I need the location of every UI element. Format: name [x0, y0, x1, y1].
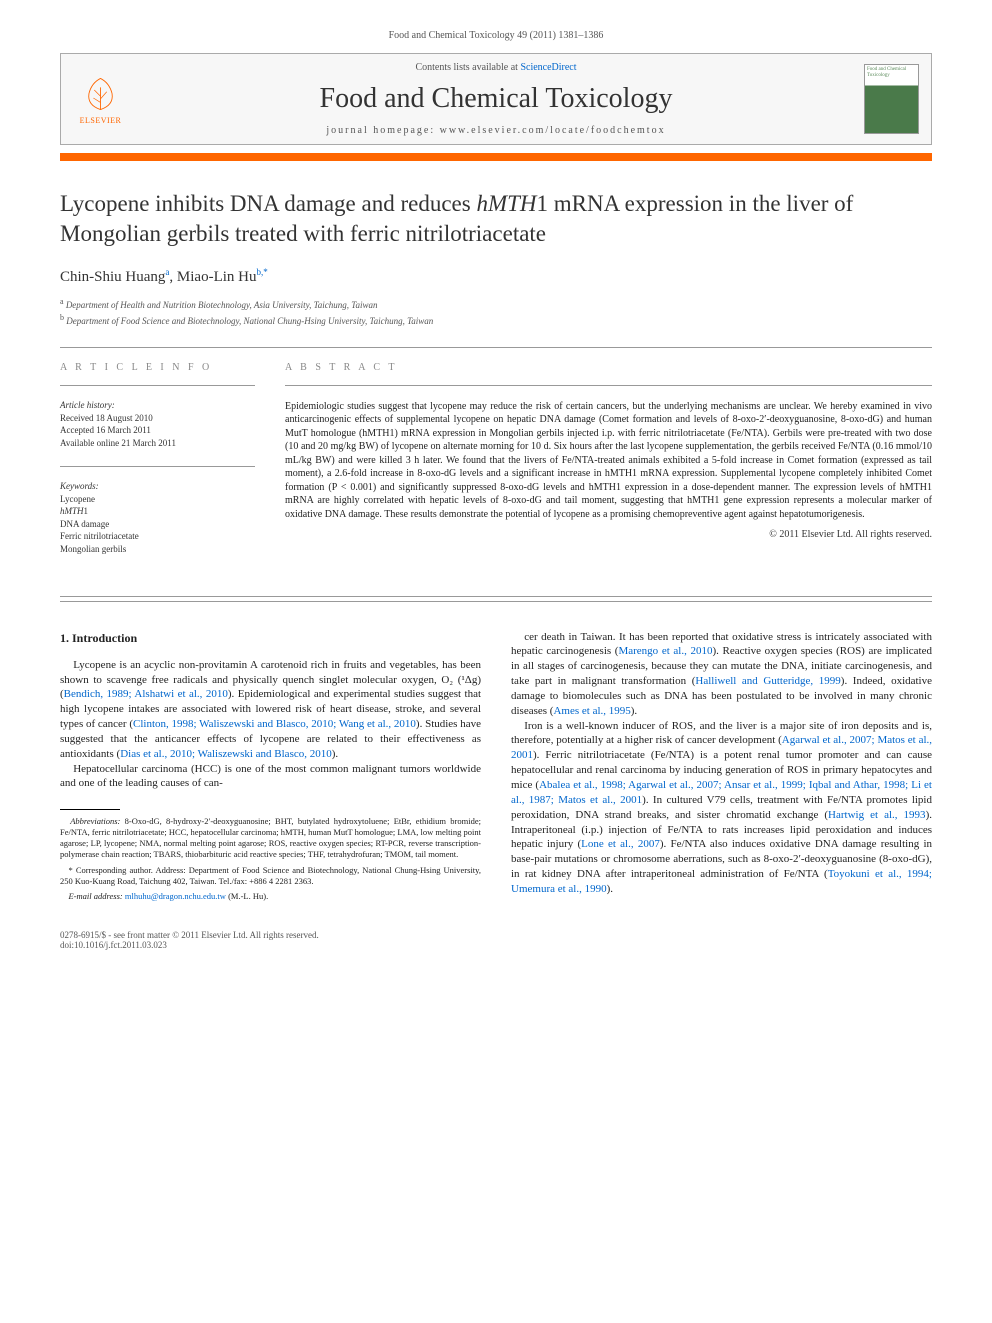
cover-title: Food and Chemical Toxicology — [867, 67, 916, 78]
article-info-col: A R T I C L E I N F O Article history: R… — [60, 362, 255, 572]
journal-cover-thumb: Food and Chemical Toxicology — [864, 64, 919, 134]
abstract-rule — [285, 385, 932, 386]
abbrev-footnote: Abbreviations: 8-Oxo-dG, 8-hydroxy-2′-de… — [60, 816, 481, 860]
keyword: Mongolian gerbils — [60, 543, 255, 556]
journal-name: Food and Chemical Toxicology — [128, 83, 864, 115]
contents-line: Contents lists available at ScienceDirec… — [128, 62, 864, 73]
abstract-text: Epidemiologic studies suggest that lycop… — [285, 400, 932, 522]
abbrev-text: 8-Oxo-dG, 8-hydroxy-2′-deoxyguanosine; B… — [60, 816, 481, 859]
header-center: Contents lists available at ScienceDirec… — [128, 62, 864, 136]
history-list: Received 18 August 2010Accepted 16 March… — [60, 412, 255, 450]
history-head: Article history: — [60, 400, 255, 410]
sciencedirect-link[interactable]: ScienceDirect — [520, 62, 576, 73]
footnotes: Abbreviations: 8-Oxo-dG, 8-hydroxy-2′-de… — [60, 816, 481, 901]
email-suffix: (M.-L. Hu). — [226, 891, 268, 901]
citation-line: Food and Chemical Toxicology 49 (2011) 1… — [60, 30, 932, 41]
footnote-rule — [60, 809, 120, 810]
affiliations: a Department of Health and Nutrition Bio… — [60, 296, 932, 329]
keyword: hMTH1 — [60, 505, 255, 518]
page-footer: 0278-6915/$ - see front matter © 2011 El… — [60, 930, 932, 950]
body-paragraph: Hepatocellular carcinoma (HCC) is one of… — [60, 762, 481, 792]
keyword: Ferric nitrilotriacetate — [60, 530, 255, 543]
keywords-head: Keywords: — [60, 481, 255, 491]
publisher-label: ELSEVIER — [80, 116, 122, 125]
abstract-col: A B S T R A C T Epidemiologic studies su… — [285, 362, 932, 572]
title-part1: Lycopene inhibits DNA damage and reduces — [60, 191, 476, 216]
body-left-col: 1. Introduction Lycopene is an acyclic n… — [60, 630, 481, 906]
body-paragraph: cer death in Taiwan. It has been reporte… — [511, 630, 932, 719]
section-heading: 1. Introduction — [60, 630, 481, 646]
affiliation-line: a Department of Health and Nutrition Bio… — [60, 296, 932, 313]
footer-copyright: 0278-6915/$ - see front matter © 2011 El… — [60, 930, 319, 940]
info-rule2 — [60, 466, 255, 467]
corresponding-footnote: * Corresponding author. Address: Departm… — [60, 865, 481, 887]
abbrev-label: Abbreviations: — [70, 816, 120, 826]
keyword: DNA damage — [60, 518, 255, 531]
homepage-prefix: journal homepage: — [326, 125, 439, 136]
info-rule — [60, 385, 255, 386]
article-title: Lycopene inhibits DNA damage and reduces… — [60, 189, 932, 249]
elsevier-logo: ELSEVIER — [73, 69, 128, 129]
authors: Chin-Shiu Huanga, Miao-Lin Hub,* — [60, 267, 932, 286]
title-italic: hMTH — [476, 191, 536, 216]
email-link[interactable]: mlhuhu@dragon.nchu.edu.tw — [125, 891, 226, 901]
email-footnote: E-mail address: mlhuhu@dragon.nchu.edu.t… — [60, 891, 481, 902]
affiliation-line: b Department of Food Science and Biotech… — [60, 312, 932, 329]
homepage-url: www.elsevier.com/locate/foodchemtox — [440, 125, 666, 136]
contents-prefix: Contents lists available at — [415, 62, 520, 73]
copyright-line: © 2011 Elsevier Ltd. All rights reserved… — [285, 529, 932, 540]
homepage-line: journal homepage: www.elsevier.com/locat… — [128, 125, 864, 136]
article-info-heading: A R T I C L E I N F O — [60, 362, 255, 373]
double-rule-bottom — [60, 601, 932, 602]
section-num: 1. — [60, 631, 69, 645]
elsevier-tree-icon — [78, 74, 123, 114]
double-rule-top — [60, 596, 932, 597]
keyword: Lycopene — [60, 493, 255, 506]
history-line: Accepted 16 March 2011 — [60, 424, 255, 437]
orange-rule — [60, 153, 932, 161]
section-title: Introduction — [72, 631, 137, 645]
footer-doi: doi:10.1016/j.fct.2011.03.023 — [60, 940, 319, 950]
email-label: E-mail address: — [69, 891, 123, 901]
abstract-heading: A B S T R A C T — [285, 362, 932, 373]
section-rule — [60, 347, 932, 348]
history-line: Available online 21 March 2011 — [60, 437, 255, 450]
journal-header: ELSEVIER Contents lists available at Sci… — [60, 53, 932, 145]
history-line: Received 18 August 2010 — [60, 412, 255, 425]
body-paragraph: Lycopene is an acyclic non-provitamin A … — [60, 658, 481, 762]
body-paragraph: Iron is a well-known inducer of ROS, and… — [511, 719, 932, 897]
body-right-col: cer death in Taiwan. It has been reporte… — [511, 630, 932, 906]
keywords-list: LycopenehMTH1DNA damageFerric nitrilotri… — [60, 493, 255, 556]
